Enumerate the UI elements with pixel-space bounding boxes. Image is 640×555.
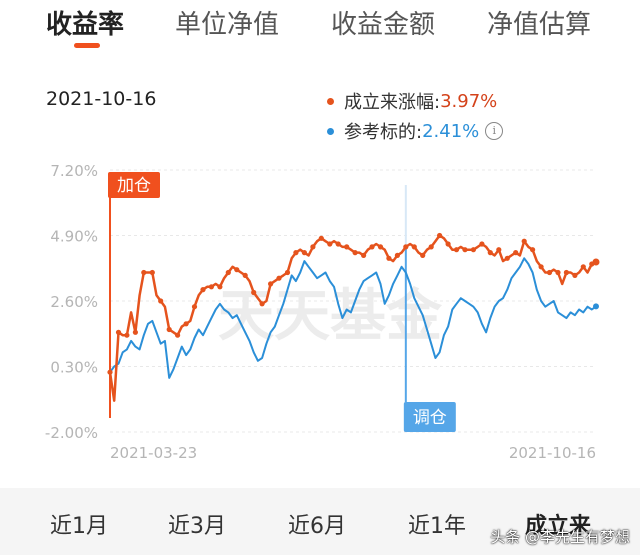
series-a-point	[310, 244, 316, 250]
series-a-point	[175, 332, 181, 338]
series-a-point	[141, 269, 147, 276]
series-a-point	[318, 235, 324, 241]
series-a-point	[546, 269, 553, 276]
series-a-point	[530, 247, 536, 253]
footer-watermark: 头条 @李先生有梦想	[490, 528, 630, 546]
series-a-point	[293, 250, 299, 256]
series-a-point	[377, 244, 384, 250]
adjust-marker-label: 调仓	[413, 408, 447, 428]
x-tick-label: 2021-10-16	[509, 444, 596, 462]
series-a-point	[124, 332, 130, 338]
series-a-label: 成立来涨幅:	[344, 92, 441, 113]
add-marker-label: 加仓	[117, 176, 151, 196]
series-a-point	[251, 289, 257, 296]
series-a-point	[572, 272, 578, 278]
series-a-point	[513, 250, 519, 256]
series-a-point	[234, 267, 240, 273]
series-a-point	[344, 244, 350, 250]
series-a-point	[487, 250, 493, 256]
tab-bar: 收益率 单位净值 收益金额 净值估算	[0, 0, 640, 60]
info-icon[interactable]: i	[485, 122, 504, 140]
tab-return-rate[interactable]: 收益率	[46, 10, 125, 40]
series-a-point	[242, 272, 248, 278]
period-6m[interactable]: 近6月	[288, 514, 346, 539]
series-a-point	[361, 252, 367, 258]
series-a-point	[208, 284, 214, 290]
series-a-point	[470, 247, 476, 253]
y-tick-label: 4.90%	[50, 228, 98, 246]
active-tab-indicator	[74, 43, 100, 48]
series-a-point	[132, 329, 138, 335]
series-a-point	[479, 241, 485, 247]
series-a-point	[369, 244, 375, 250]
series-a-point	[445, 241, 451, 247]
series-b-end-point	[593, 303, 599, 310]
series-a-point	[403, 244, 409, 250]
series-b-dot-icon	[327, 127, 334, 135]
series-a-point	[453, 247, 460, 253]
series-a-point	[538, 264, 544, 270]
series-a-point	[149, 269, 155, 276]
tab-unit-nav[interactable]: 单位净值	[175, 10, 280, 40]
series-line-b	[109, 257, 597, 379]
series-a-point	[268, 281, 274, 287]
period-since-inception[interactable]: 成立来	[525, 514, 592, 539]
series-a-point	[200, 287, 206, 293]
period-3m[interactable]: 近3月	[168, 514, 226, 539]
y-tick-label: 2.60%	[50, 293, 98, 311]
series-a-dot-icon	[327, 97, 334, 105]
legend-series-a: 成立来涨幅: 3.97%	[327, 88, 497, 114]
selected-date: 2021-10-16	[46, 88, 157, 110]
series-a-point	[555, 269, 561, 276]
series-a-point	[521, 238, 527, 244]
series-a-point	[166, 326, 172, 333]
tab-return-amount[interactable]: 收益金额	[331, 10, 436, 40]
tab-nav-estimate[interactable]: 净值估算	[487, 10, 592, 40]
series-a-point	[352, 250, 358, 256]
series-a-point	[496, 247, 502, 253]
series-a-point	[183, 321, 189, 327]
y-tick-label: 0.30%	[50, 359, 98, 377]
series-a-point	[462, 247, 468, 253]
period-1m[interactable]: 近1月	[50, 514, 108, 539]
series-b-value: 2.41%	[422, 120, 480, 142]
series-a-point	[420, 252, 426, 258]
series-a-point	[301, 250, 307, 256]
series-a-point	[191, 304, 198, 310]
series-a-point	[335, 241, 341, 247]
series-a-point	[563, 269, 570, 276]
series-a-point	[284, 269, 291, 276]
adjust-marker-box	[403, 402, 456, 432]
series-a-point	[158, 298, 164, 304]
series-b-label: 参考标的:	[344, 122, 423, 143]
series-a-point	[225, 269, 231, 276]
series-a-point	[504, 255, 510, 261]
series-a-point	[580, 264, 586, 270]
period-1y[interactable]: 近1年	[408, 514, 466, 539]
series-a-point	[428, 244, 434, 250]
series-a-value: 3.97%	[440, 90, 498, 112]
series-a-point	[107, 369, 113, 375]
series-a-point	[327, 241, 333, 247]
series-a-point	[411, 244, 417, 250]
series-a-point	[115, 329, 122, 335]
add-marker-box	[108, 172, 160, 198]
series-a-end-point	[592, 258, 600, 266]
series-a-point	[217, 284, 223, 290]
series-a-point	[259, 301, 265, 307]
series-a-point	[437, 232, 443, 239]
series-a-point	[276, 275, 282, 281]
series-a-point	[394, 252, 400, 258]
series-a-point	[386, 255, 392, 261]
x-tick-label: 2021-03-23	[110, 444, 197, 462]
y-tick-label: 7.20%	[50, 162, 98, 180]
legend-series-b: 参考标的: 2.41% i	[327, 118, 504, 144]
y-tick-label: -2.00%	[45, 424, 98, 442]
return-chart[interactable]: 7.20%4.90%2.60%0.30%-2.00%天天基金2021-03-23…	[0, 150, 640, 470]
period-selector: 近1月 近3月 近6月 近1年 成立来	[0, 488, 640, 555]
